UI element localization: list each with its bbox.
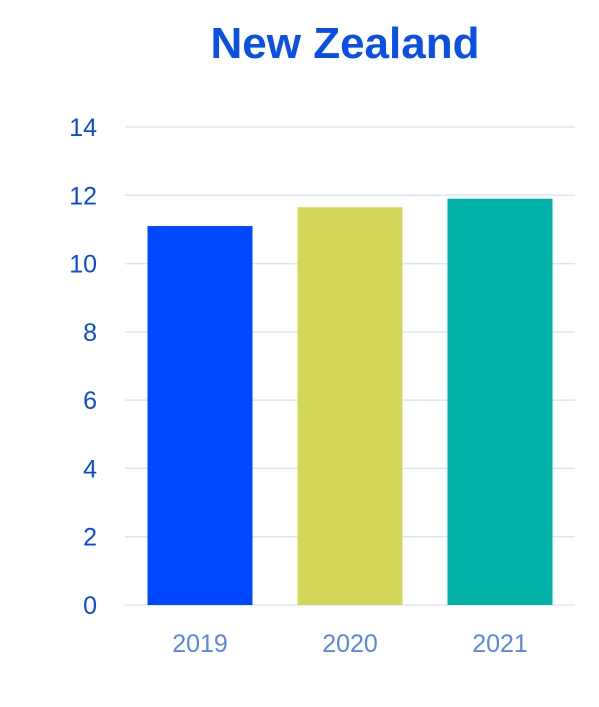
y-tick-label: 8 [83,319,97,347]
y-tick-label: 12 [69,182,97,210]
y-axis-ticks: 0 2 4 6 8 10 12 14 [69,114,97,620]
y-tick-label: 2 [83,524,97,552]
x-axis-ticks: 2019 2020 2021 [172,630,528,658]
y-tick-label: 6 [83,387,97,415]
y-tick-label: 14 [69,114,97,142]
x-tick-label: 2021 [472,630,528,658]
x-tick-label: 2019 [172,630,228,658]
x-tick-label: 2020 [322,630,378,658]
y-tick-label: 4 [83,455,97,483]
bar-2020 [297,207,403,605]
bar-2021 [447,198,553,605]
y-tick-label: 0 [83,592,97,620]
bars [147,198,553,605]
bar-2019 [147,226,253,605]
chart-title: New Zealand [210,19,480,68]
y-tick-label: 10 [69,251,97,279]
